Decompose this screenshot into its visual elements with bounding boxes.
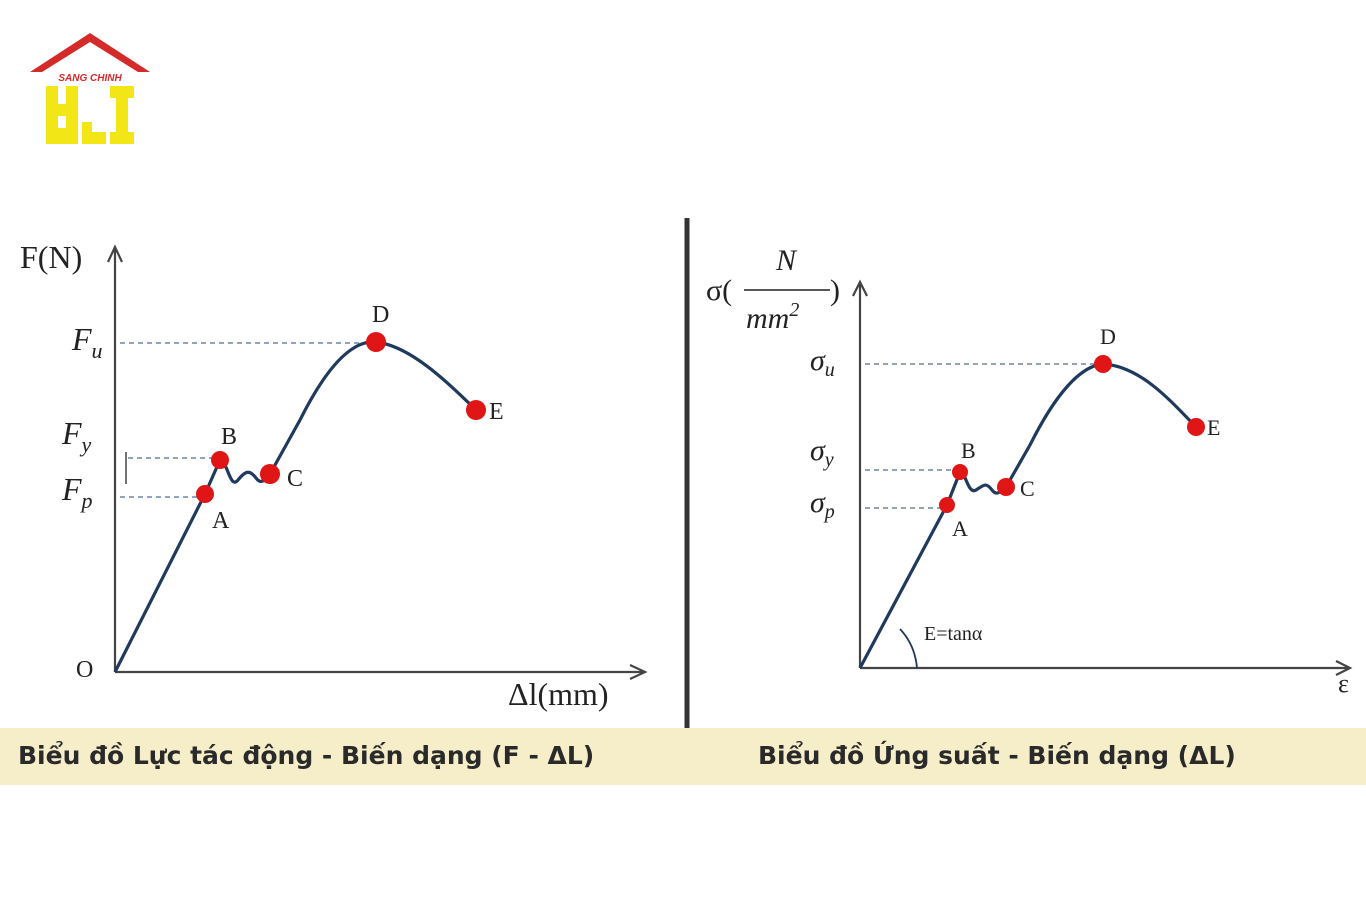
logo-brand: SANG CHINH	[58, 73, 122, 84]
logo: SANG CHINH	[30, 33, 150, 144]
label-part: F	[61, 471, 82, 507]
y-axis-label: σ(	[706, 274, 732, 307]
point-label: B	[961, 438, 976, 463]
caption: Biểu đồ Lực tác động - Biến dạng (F - ΔL…	[18, 740, 594, 770]
label-part: F	[61, 415, 82, 451]
x-axis-label: ε	[1338, 669, 1349, 698]
label-part: F	[71, 321, 92, 357]
label-part: σ	[810, 344, 826, 377]
label-part: 2	[789, 299, 799, 321]
level-label: σy	[810, 434, 834, 471]
label-part: u	[92, 338, 103, 363]
x-axis-label: Δl(mm)	[508, 676, 609, 712]
label-part: p	[80, 488, 93, 513]
point-label: B	[221, 424, 237, 450]
y-axis-label: N	[775, 244, 798, 277]
label-part: p	[823, 501, 835, 523]
y-axis-label: mm2	[746, 299, 799, 335]
point-label: A	[212, 508, 230, 534]
point-label: D	[1100, 324, 1116, 349]
point-label: E	[1207, 415, 1220, 440]
label-part: u	[825, 359, 835, 381]
level-label: σu	[810, 344, 835, 381]
point-label: C	[287, 466, 303, 492]
origin-label: O	[76, 657, 93, 683]
label-part: σ	[810, 434, 826, 467]
y-axis-label: )	[830, 274, 840, 307]
label-part: mm	[746, 302, 789, 335]
label-part: y	[80, 432, 92, 457]
label-part: y	[823, 449, 834, 471]
level-label: Fy	[61, 415, 92, 457]
caption-band	[0, 728, 1366, 785]
stress-diagram: σ( N mm2 ) ε E=tanα σu σy σp A B C D E	[706, 244, 1353, 698]
point-label: E	[489, 399, 504, 425]
point-label: D	[372, 302, 389, 328]
level-label: σp	[810, 486, 835, 523]
level-label: Fp	[61, 471, 93, 513]
y-axis-label: F(N)	[20, 239, 82, 275]
level-label: Fu	[71, 321, 103, 363]
label-part: σ	[810, 486, 826, 519]
annotation: E=tanα	[924, 623, 983, 645]
point-label: C	[1020, 476, 1035, 501]
force-diagram: F(N) Δl(mm) O Fu Fy Fp A B C D E	[20, 239, 648, 712]
point-label: A	[952, 516, 968, 541]
caption: Biểu đồ Ứng suất - Biến dạng (ΔL)	[758, 740, 1236, 770]
